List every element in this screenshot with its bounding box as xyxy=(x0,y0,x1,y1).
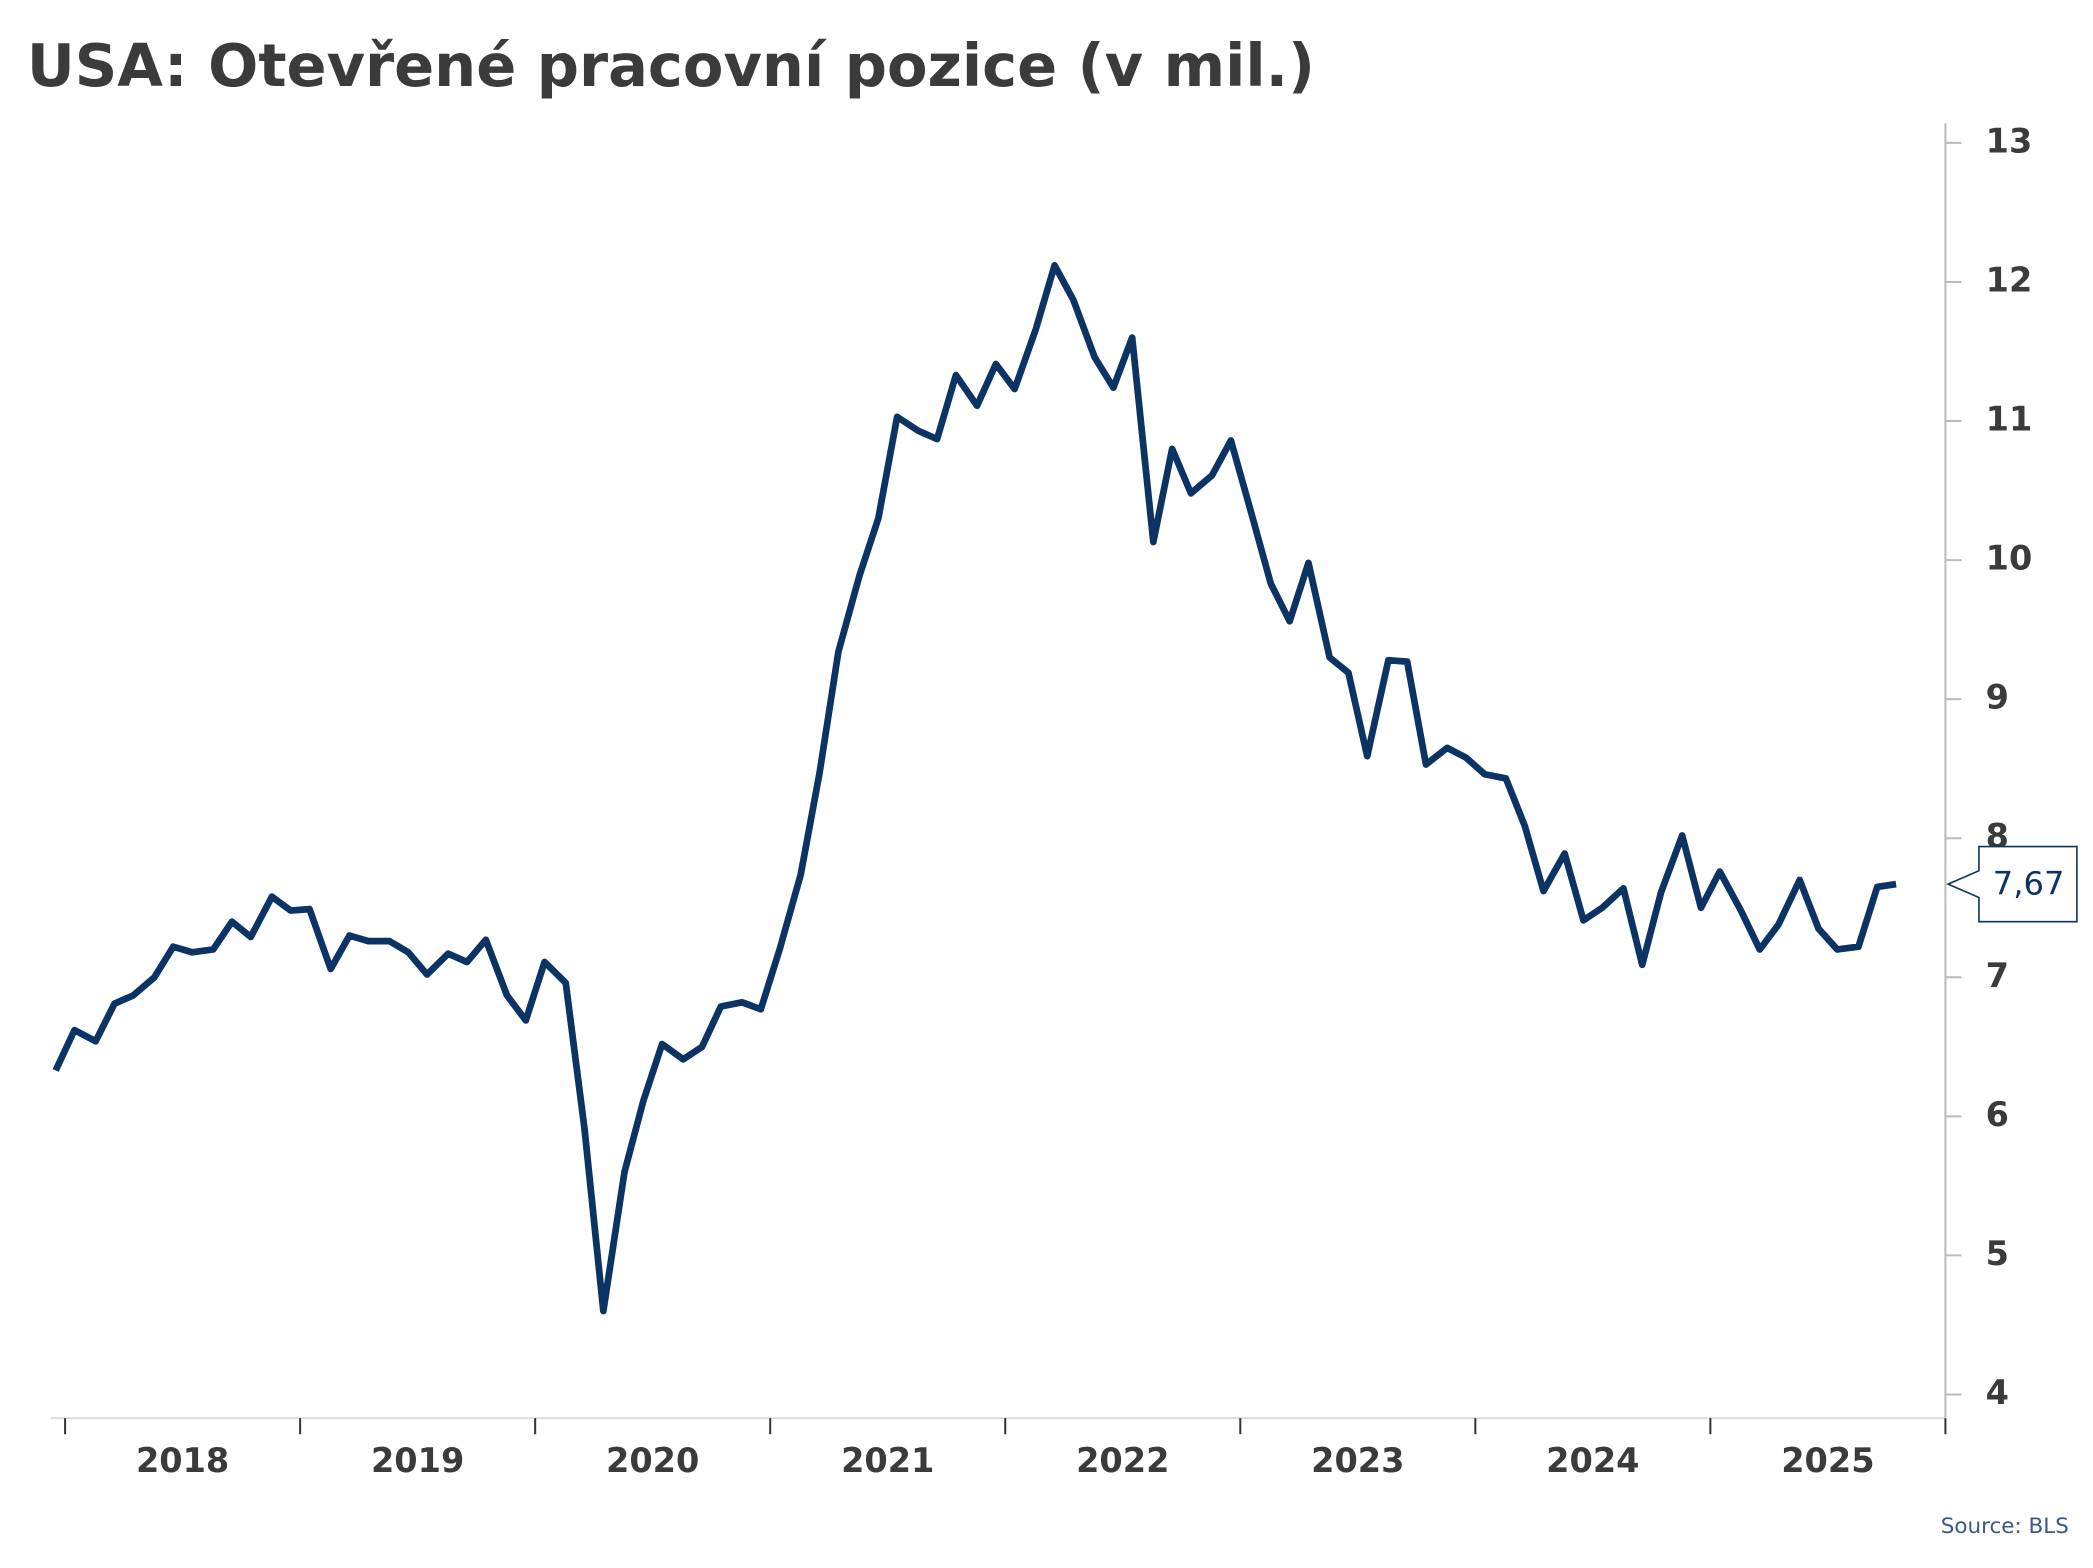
y-tick-label: 4 xyxy=(1986,1373,2009,1412)
x-tick-label: 2020 xyxy=(606,1441,699,1480)
source: Source: BLS xyxy=(1941,1514,2069,1539)
x-tick-label: 2025 xyxy=(1781,1441,1874,1480)
x-tick-label: 2022 xyxy=(1076,1441,1169,1480)
chart-title: USA: Otevřené pracovní pozice (v mil.) xyxy=(27,31,1315,100)
value-label: 7,67 xyxy=(1993,864,2065,902)
x-tick-label: 2018 xyxy=(136,1441,229,1480)
x-tick-label: 2024 xyxy=(1546,1441,1639,1480)
x-tick-label: 2019 xyxy=(371,1441,464,1480)
x-tick-label: 2021 xyxy=(841,1441,934,1480)
y-tick-label: 7 xyxy=(1986,956,2009,995)
line-series xyxy=(52,261,1897,1315)
y-tick-label: 9 xyxy=(1986,678,2009,717)
x-tick-label: 2023 xyxy=(1311,1441,1404,1480)
y-tick-label: 13 xyxy=(1986,121,2033,160)
y-tick-label: 6 xyxy=(1986,1095,2009,1134)
y-tick-label: 12 xyxy=(1986,260,2033,299)
value-callout xyxy=(1946,845,2078,923)
y-tick-label: 11 xyxy=(1986,400,2033,439)
y-tick-label: 5 xyxy=(1986,1234,2009,1273)
y-tick-label: 10 xyxy=(1986,539,2033,578)
